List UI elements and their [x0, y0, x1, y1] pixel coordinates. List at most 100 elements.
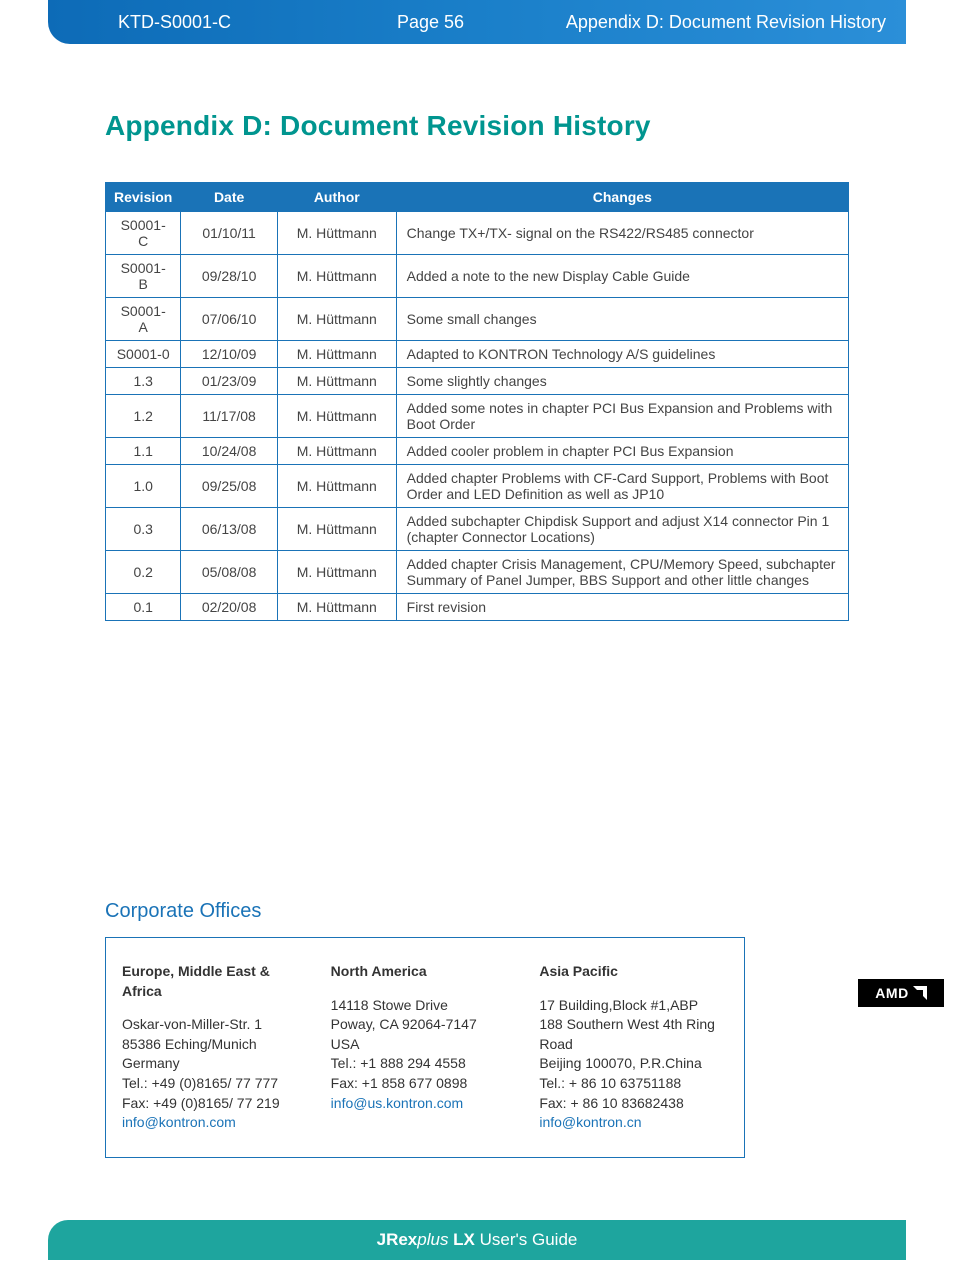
- office-column: Europe, Middle East & Africa Oskar-von-Mi…: [122, 962, 311, 1133]
- table-cell: 1.2: [106, 395, 181, 438]
- table-cell: M. Hüttmann: [277, 594, 396, 621]
- footer-rest: User's Guide: [475, 1230, 577, 1249]
- table-cell: S0001-C: [106, 212, 181, 255]
- table-cell: 0.3: [106, 508, 181, 551]
- table-row: 1.301/23/09M. HüttmannSome slightly chan…: [106, 368, 849, 395]
- table-cell: Added chapter Problems with CF-Card Supp…: [396, 465, 848, 508]
- table-cell: First revision: [396, 594, 848, 621]
- table-cell: 01/23/09: [181, 368, 278, 395]
- footer-brand-bold: JRex: [377, 1230, 418, 1249]
- table-row: S0001-A07/06/10M. HüttmannSome small cha…: [106, 298, 849, 341]
- amd-arrow-icon: [913, 986, 927, 1000]
- office-line: 14118 Stowe Drive: [331, 996, 520, 1016]
- table-cell: 0.1: [106, 594, 181, 621]
- table-cell: S0001-B: [106, 255, 181, 298]
- table-row: S0001-C01/10/11M. HüttmannChange TX+/TX-…: [106, 212, 849, 255]
- table-cell: Change TX+/TX- signal on the RS422/RS485…: [396, 212, 848, 255]
- office-email-link[interactable]: info@kontron.cn: [539, 1114, 641, 1130]
- office-region-name: Asia Pacific: [539, 962, 728, 982]
- table-cell: Added cooler problem in chapter PCI Bus …: [396, 438, 848, 465]
- table-cell: 02/20/08: [181, 594, 278, 621]
- office-line: 17 Building,Block #1,ABP: [539, 996, 728, 1016]
- office-region-name: Europe, Middle East & Africa: [122, 962, 311, 1001]
- table-cell: 01/10/11: [181, 212, 278, 255]
- table-cell: Some slightly changes: [396, 368, 848, 395]
- office-line: Tel.: +49 (0)8165/ 77 777: [122, 1074, 311, 1094]
- office-column: Asia Pacific 17 Building,Block #1,ABP188 …: [539, 962, 728, 1133]
- table-header-cell: Date: [181, 183, 278, 212]
- table-cell: 07/06/10: [181, 298, 278, 341]
- table-row: 1.009/25/08M. HüttmannAdded chapter Prob…: [106, 465, 849, 508]
- office-email-link[interactable]: info@us.kontron.com: [331, 1095, 464, 1111]
- office-column: North America 14118 Stowe DrivePoway, CA …: [331, 962, 520, 1133]
- table-cell: 09/28/10: [181, 255, 278, 298]
- table-cell: S0001-0: [106, 341, 181, 368]
- table-row: 1.211/17/08M. HüttmannAdded some notes i…: [106, 395, 849, 438]
- table-cell: S0001-A: [106, 298, 181, 341]
- table-cell: Some small changes: [396, 298, 848, 341]
- office-line: Germany: [122, 1054, 311, 1074]
- office-line: USA: [331, 1035, 520, 1055]
- table-row: 0.306/13/08M. HüttmannAdded subchapter C…: [106, 508, 849, 551]
- table-row: 1.110/24/08M. HüttmannAdded cooler probl…: [106, 438, 849, 465]
- amd-logo-text: AMD: [875, 985, 908, 1001]
- table-cell: M. Hüttmann: [277, 212, 396, 255]
- table-cell: M. Hüttmann: [277, 508, 396, 551]
- office-line: Poway, CA 92064-7147: [331, 1015, 520, 1035]
- table-cell: M. Hüttmann: [277, 395, 396, 438]
- office-line: Fax: +49 (0)8165/ 77 219: [122, 1094, 311, 1114]
- table-cell: 1.0: [106, 465, 181, 508]
- table-cell: M. Hüttmann: [277, 341, 396, 368]
- section-name: Appendix D: Document Revision History: [566, 12, 906, 33]
- amd-logo: AMD: [858, 979, 944, 1007]
- document-header: KTD-S0001-C Page 56 Appendix D: Document…: [48, 0, 906, 44]
- table-header-cell: Author: [277, 183, 396, 212]
- revision-history-table: RevisionDateAuthorChanges S0001-C01/10/1…: [105, 182, 849, 621]
- document-footer: JRexplus LX User's Guide: [48, 1220, 906, 1260]
- office-email-link[interactable]: info@kontron.com: [122, 1114, 236, 1130]
- page-number: Page 56: [397, 12, 464, 33]
- table-cell: Added subchapter Chipdisk Support and ad…: [396, 508, 848, 551]
- office-line: 85386 Eching/Munich: [122, 1035, 311, 1055]
- office-line: Beijing 100070, P.R.China: [539, 1054, 728, 1074]
- page-content: Appendix D: Document Revision History Re…: [105, 110, 849, 621]
- table-cell: Added some notes in chapter PCI Bus Expa…: [396, 395, 848, 438]
- table-header-cell: Changes: [396, 183, 848, 212]
- table-cell: 09/25/08: [181, 465, 278, 508]
- table-cell: Adapted to KONTRON Technology A/S guidel…: [396, 341, 848, 368]
- corporate-offices-section: Corporate Offices Europe, Middle East & …: [105, 900, 849, 1158]
- table-cell: M. Hüttmann: [277, 438, 396, 465]
- table-cell: 05/08/08: [181, 551, 278, 594]
- table-cell: 0.2: [106, 551, 181, 594]
- table-cell: 1.1: [106, 438, 181, 465]
- office-line: Fax: +1 858 677 0898: [331, 1074, 520, 1094]
- table-cell: M. Hüttmann: [277, 551, 396, 594]
- table-cell: 1.3: [106, 368, 181, 395]
- office-line: 188 Southern West 4th Ring Road: [539, 1015, 728, 1054]
- page-title: Appendix D: Document Revision History: [105, 110, 849, 142]
- office-line: Oskar-von-Miller-Str. 1: [122, 1015, 311, 1035]
- table-cell: 06/13/08: [181, 508, 278, 551]
- table-row: S0001-B09/28/10M. HüttmannAdded a note t…: [106, 255, 849, 298]
- table-cell: 12/10/09: [181, 341, 278, 368]
- table-cell: Added a note to the new Display Cable Gu…: [396, 255, 848, 298]
- table-cell: 11/17/08: [181, 395, 278, 438]
- table-cell: 10/24/08: [181, 438, 278, 465]
- office-line: Tel.: +1 888 294 4558: [331, 1054, 520, 1074]
- table-cell: Added chapter Crisis Management, CPU/Mem…: [396, 551, 848, 594]
- offices-box: Europe, Middle East & Africa Oskar-von-Mi…: [105, 937, 745, 1158]
- table-cell: M. Hüttmann: [277, 465, 396, 508]
- offices-heading: Corporate Offices: [105, 900, 849, 923]
- table-row: 0.205/08/08M. HüttmannAdded chapter Cris…: [106, 551, 849, 594]
- table-header-row: RevisionDateAuthorChanges: [106, 183, 849, 212]
- office-line: Tel.: + 86 10 63751188: [539, 1074, 728, 1094]
- table-cell: M. Hüttmann: [277, 255, 396, 298]
- table-cell: M. Hüttmann: [277, 298, 396, 341]
- doc-id: KTD-S0001-C: [48, 12, 231, 33]
- footer-brand-suffix: LX: [448, 1230, 474, 1249]
- table-header-cell: Revision: [106, 183, 181, 212]
- table-row: S0001-012/10/09M. HüttmannAdapted to KON…: [106, 341, 849, 368]
- office-region-name: North America: [331, 962, 520, 982]
- table-row: 0.102/20/08M. HüttmannFirst revision: [106, 594, 849, 621]
- table-cell: M. Hüttmann: [277, 368, 396, 395]
